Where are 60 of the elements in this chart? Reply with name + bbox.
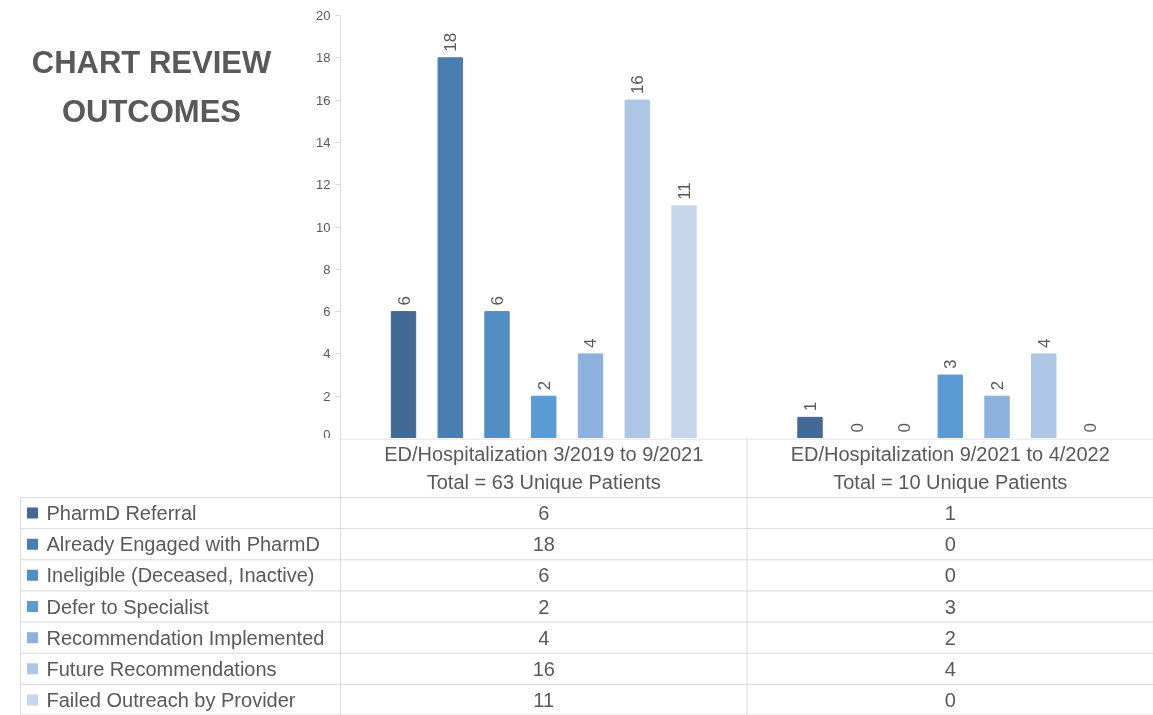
text: 4 [1034,338,1054,348]
bar [671,205,697,438]
legend-label: Recommendation Implemented [46,626,325,649]
y-tick-label: 14 [316,134,331,150]
text: 6 [394,296,414,306]
text: CHART REVIEW OUTCOMES [31,44,272,129]
bar [437,57,463,438]
data-label: 18 [532,533,555,556]
legend-label: Failed Outreach by Provider [46,688,296,711]
data-label: 6 [538,502,550,525]
data-label: 6 [538,564,550,587]
data-label: 11 [533,688,555,711]
y-tick-label: 2 [323,388,331,404]
y-tick-label: 10 [316,219,331,235]
legend-label: Defer to Specialist [46,595,210,618]
bar [577,353,604,438]
y-tick-label: 6 [323,304,331,320]
legend-label: PharmD Referral [46,502,197,525]
data-label: 2 [944,626,956,649]
text: 1 [801,401,821,412]
bar [624,99,650,438]
bar [1031,353,1057,438]
bar [984,395,1010,438]
y-tick-label: 4 [323,346,331,362]
data-label: 1 [944,502,956,525]
y-tick-label: 20 [316,8,331,23]
bar [797,416,823,438]
bar [484,311,510,438]
text: 4 [581,338,601,348]
text: 0 [894,423,914,433]
text: 3 [941,359,961,370]
x-tick-label: ED/Hospitalization 9/2021 to 4/2022 Total = 10 Unique Patients [790,442,1110,494]
text: 2 [988,380,1007,391]
bar [390,311,417,438]
legend-label: Future Recommendations [46,657,277,680]
data-label: 2 [538,595,550,618]
text: 0 [1081,423,1101,433]
data-label: 4 [538,626,550,649]
bar [531,395,557,438]
text: 18 [441,32,461,52]
y-tick-label: 16 [316,92,331,108]
text: 2 [534,380,554,391]
x-tick-label: ED/Hospitalization 3/2019 to 9/2021 Total = 63 Unique Patients [384,442,704,494]
y-tick-label: 0 [323,426,331,442]
data-label: 16 [532,657,555,680]
legend-label: Already Engaged with PharmD [46,533,320,556]
bar [937,374,963,438]
y-tick-label: 8 [323,261,331,277]
text: 16 [628,75,648,95]
y-tick-label: 12 [316,177,331,193]
data-label: 4 [944,657,956,680]
data-label: 0 [944,688,956,711]
data-label: 0 [944,564,956,587]
legend-label: Ineligible (Deceased, Inactive) [46,564,315,587]
text: 6 [488,296,507,306]
text: 11 [674,182,694,200]
text: 0 [847,423,867,433]
y-tick-label: 18 [316,50,331,66]
data-label: 0 [944,533,956,556]
data-label: 3 [944,595,956,618]
